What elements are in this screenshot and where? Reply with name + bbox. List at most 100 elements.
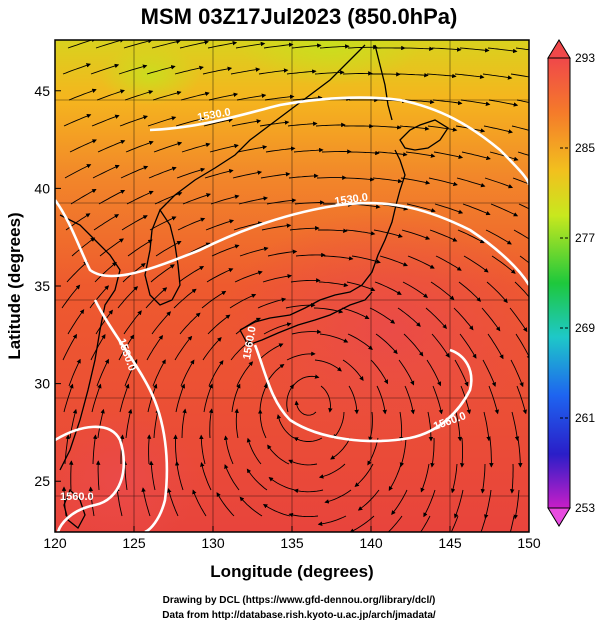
streamline <box>61 486 67 517</box>
streamline <box>342 71 373 76</box>
streamline <box>199 434 206 465</box>
streamline <box>259 120 290 127</box>
streamline <box>239 496 263 517</box>
streamline <box>167 488 179 517</box>
streamline <box>216 492 235 517</box>
streamline <box>293 147 324 153</box>
streamline <box>92 164 120 179</box>
streamline <box>513 489 520 520</box>
streamline <box>514 281 529 298</box>
streamline <box>147 116 177 127</box>
streamline <box>291 43 322 49</box>
streamline <box>262 274 292 283</box>
streamline <box>151 40 181 49</box>
streamline <box>95 40 125 49</box>
streamline <box>484 177 514 189</box>
streamline <box>127 239 153 257</box>
streamline <box>400 177 431 185</box>
streamline <box>237 145 268 153</box>
streamline <box>89 285 110 309</box>
streamline <box>321 149 352 154</box>
streamline <box>291 329 322 335</box>
streamline <box>64 164 92 179</box>
contour-labels: 1530.0 1530.0 1530.0 1560.0 1560.0 1560.… <box>60 106 468 503</box>
colorbar-tick-label: 253 <box>575 501 595 515</box>
streamline <box>403 333 424 357</box>
streamline <box>207 40 238 49</box>
streamline <box>406 203 436 213</box>
contour-1560-south-loop <box>253 344 473 443</box>
streamline <box>206 268 234 283</box>
streamline <box>178 266 205 283</box>
streamline <box>68 358 81 387</box>
streamline <box>70 188 97 205</box>
streamline <box>118 64 148 75</box>
streamline <box>202 66 233 75</box>
streamline <box>516 385 527 415</box>
streamline <box>456 177 486 188</box>
streamline <box>174 461 184 491</box>
streamline <box>462 203 491 216</box>
streamline <box>120 165 149 179</box>
streamline <box>123 310 142 335</box>
streamline <box>345 229 376 236</box>
graticule <box>55 40 529 532</box>
streamline <box>263 42 294 49</box>
streamline <box>420 515 431 532</box>
streamline <box>433 151 464 160</box>
streamline <box>203 118 233 127</box>
streamline <box>486 281 508 304</box>
streamline <box>517 151 529 156</box>
streamline <box>203 383 213 413</box>
streamline <box>388 463 402 491</box>
streamline <box>124 90 154 101</box>
streamline <box>483 411 491 442</box>
streamline <box>374 281 402 295</box>
streamline <box>351 255 381 264</box>
streamline <box>511 411 520 442</box>
streamline <box>510 359 524 388</box>
coastline-japan-south <box>239 291 373 346</box>
streamline <box>258 68 289 75</box>
streamline <box>153 141 183 153</box>
streamline <box>459 333 477 359</box>
streamline <box>315 122 346 128</box>
streamline <box>367 437 379 466</box>
streamline <box>260 172 291 179</box>
streamline <box>286 351 316 361</box>
colorbar-tick-label: 293 <box>575 51 595 65</box>
streamline <box>293 488 324 494</box>
streamline <box>348 385 359 415</box>
streamline <box>513 229 529 240</box>
streamline <box>459 47 490 53</box>
streamline <box>146 65 176 75</box>
streamline <box>288 512 319 518</box>
height-contours <box>55 96 529 532</box>
contour-1560-southwest <box>55 425 126 532</box>
coastline-sakhalin <box>374 44 393 121</box>
streamline <box>509 463 515 494</box>
streamline <box>377 151 408 157</box>
wind-streamlines <box>61 40 529 532</box>
streamline <box>518 203 529 210</box>
streamline <box>432 99 463 106</box>
streamline <box>407 255 435 269</box>
streamline <box>373 229 403 238</box>
streamline <box>371 125 402 130</box>
streamline <box>229 293 257 309</box>
streamline <box>292 374 320 387</box>
streamline <box>181 408 187 439</box>
streamline <box>349 515 375 532</box>
streamline <box>432 385 444 415</box>
x-tick-label: 150 <box>517 535 541 551</box>
coastline-korea <box>144 208 181 306</box>
streamline <box>428 177 458 187</box>
streamline <box>481 307 501 332</box>
streamline <box>295 252 326 258</box>
streamline <box>151 311 172 335</box>
x-tick-label: 120 <box>43 535 67 551</box>
colorbar-tick-label: 261 <box>575 411 595 425</box>
streamline <box>207 314 231 335</box>
streamline <box>62 63 91 75</box>
streamline <box>125 140 154 153</box>
